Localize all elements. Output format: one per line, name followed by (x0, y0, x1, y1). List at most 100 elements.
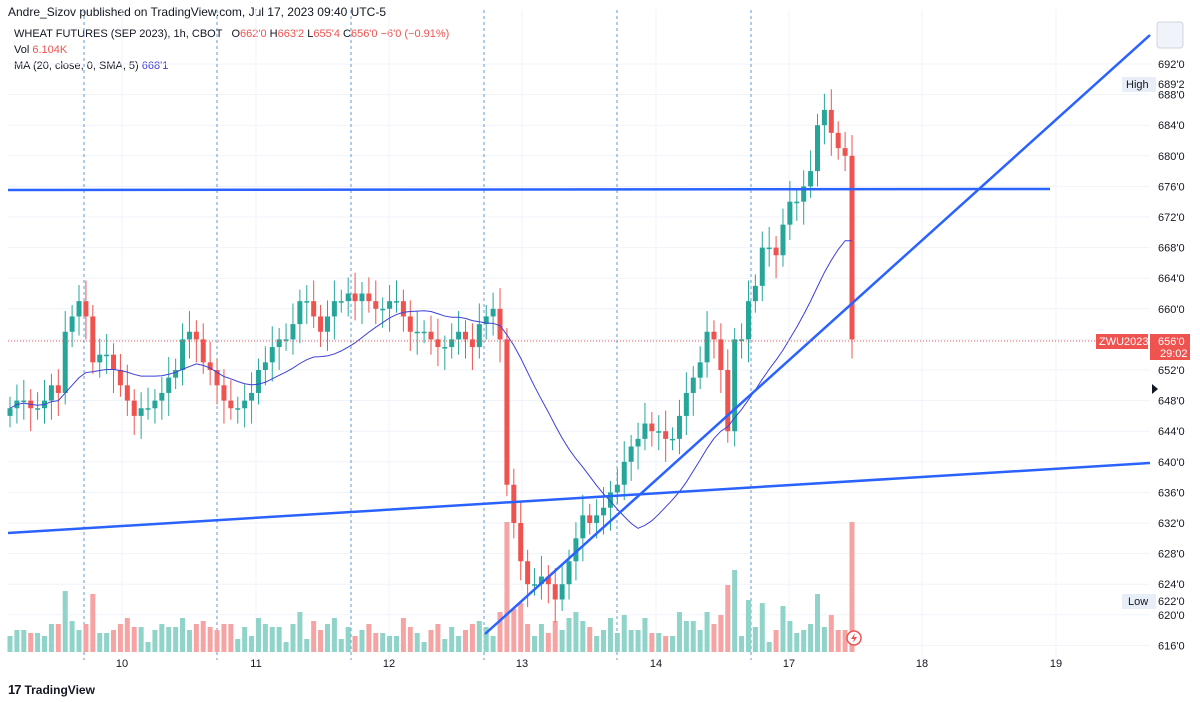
candle-body (545, 576, 551, 585)
volume-row[interactable]: Vol 6.104K (14, 42, 449, 58)
candlesticks (7, 89, 855, 623)
volume-bar (670, 636, 676, 652)
volume-bar (345, 627, 351, 652)
publisher-line: Andre_Sizov published on TradingView.com… (8, 5, 387, 19)
volume-bar (7, 636, 13, 652)
high-tag-label: High (1126, 79, 1149, 91)
volume-bar (228, 624, 234, 652)
chart-legend: WHEAT FUTURES (SEP 2023), 1h, CBOT O662'… (14, 26, 449, 74)
symbol-name: WHEAT FUTURES (SEP 2023), 1h, CBOT (14, 28, 223, 40)
candle-body (359, 293, 365, 302)
ma-row[interactable]: MA (20, close, 0, SMA, 5) 668'1 (14, 58, 449, 74)
volume-bar (780, 606, 786, 652)
volume-bar (242, 627, 248, 652)
candle-body (200, 339, 206, 363)
scroll-arrow-icon[interactable] (1152, 384, 1158, 394)
price-tick-label: 632'0 (1158, 518, 1185, 530)
volume-bar (594, 636, 600, 652)
ma-value: 668'1 (141, 60, 169, 72)
candle-body (732, 339, 738, 432)
volume-bar (435, 624, 441, 652)
rising-trendline[interactable] (484, 34, 1151, 635)
candle-body (725, 370, 731, 432)
volume-bar (414, 633, 420, 652)
candle-body (601, 507, 607, 516)
candle-body (842, 148, 848, 156)
candle-body (207, 362, 213, 370)
volume-bar (407, 627, 413, 652)
support-line[interactable] (7, 461, 1151, 535)
volume-bar (463, 630, 469, 652)
tradingview-branding[interactable]: 17 TradingView (8, 682, 95, 697)
candle-body (566, 561, 572, 585)
volume-bar (739, 636, 745, 652)
time-axis[interactable]: 10 11 12 13 14 17 18 19 (116, 658, 1062, 670)
candle-body (676, 415, 682, 439)
candle-body (221, 385, 227, 401)
vol-value: 6.104K (32, 44, 68, 56)
volume-bar (573, 612, 579, 652)
volume-bar (621, 615, 627, 652)
candle-body (290, 324, 296, 340)
time-tick-label: 18 (916, 658, 928, 670)
resistance-line[interactable] (7, 187, 1051, 192)
candle-body (380, 308, 386, 311)
candle-body (587, 515, 593, 523)
candle-body (663, 431, 669, 439)
volume-bar (808, 624, 814, 652)
volume-bar (311, 621, 317, 652)
candle-body (828, 109, 834, 133)
countdown-value: 29:02 (1160, 348, 1188, 360)
candle-body (745, 301, 751, 340)
high-label: H (269, 28, 278, 40)
time-tick-label: 11 (250, 658, 261, 670)
candle-body (532, 584, 538, 586)
candle-body (318, 316, 324, 332)
price-tick-label: 684'0 (1158, 120, 1185, 132)
volume-bar (683, 621, 689, 652)
volume-bar (642, 618, 648, 652)
trendlines[interactable] (7, 34, 1151, 635)
volume-bar (566, 618, 572, 652)
candle-body (138, 408, 144, 416)
symbol-row[interactable]: WHEAT FUTURES (SEP 2023), 1h, CBOT O662'… (14, 26, 449, 42)
high-tag: High (1122, 77, 1156, 92)
price-tick-label: 672'0 (1158, 212, 1185, 224)
candle-body (131, 400, 137, 416)
flash-icon[interactable] (846, 630, 862, 646)
candle-body (145, 408, 151, 410)
settings-square-icon[interactable] (1156, 21, 1184, 49)
candle-body (656, 431, 662, 433)
candle-body (400, 301, 406, 317)
candle-body (490, 308, 496, 317)
volume-bar (745, 600, 751, 652)
candle-body (690, 377, 696, 393)
close-value: 656'0 (350, 28, 378, 40)
candle-body (186, 331, 192, 340)
volume-bar (490, 636, 496, 652)
volume-bar (145, 642, 151, 652)
volume-bar (801, 630, 807, 652)
candle-body (352, 293, 358, 302)
candle-body (704, 331, 710, 363)
low-value: 655'4 (313, 28, 340, 40)
vol-label: Vol (14, 44, 30, 56)
volume-bar (525, 624, 531, 652)
volume-bar (732, 570, 738, 652)
volume-bar (138, 627, 144, 652)
price-tick-label: 676'0 (1158, 181, 1185, 193)
volume-bar (849, 522, 855, 652)
volume-bar (393, 636, 399, 652)
candle-body (55, 385, 61, 393)
candle-body (35, 408, 41, 410)
volume-bar (787, 621, 793, 652)
low-label: L (307, 28, 314, 40)
volume-bar (656, 633, 662, 652)
candle-body (166, 377, 172, 393)
volume-bar (552, 621, 558, 652)
candle-body (683, 392, 689, 416)
candle-body (193, 331, 199, 340)
volume-bar (794, 633, 800, 652)
candle-body (442, 347, 448, 349)
